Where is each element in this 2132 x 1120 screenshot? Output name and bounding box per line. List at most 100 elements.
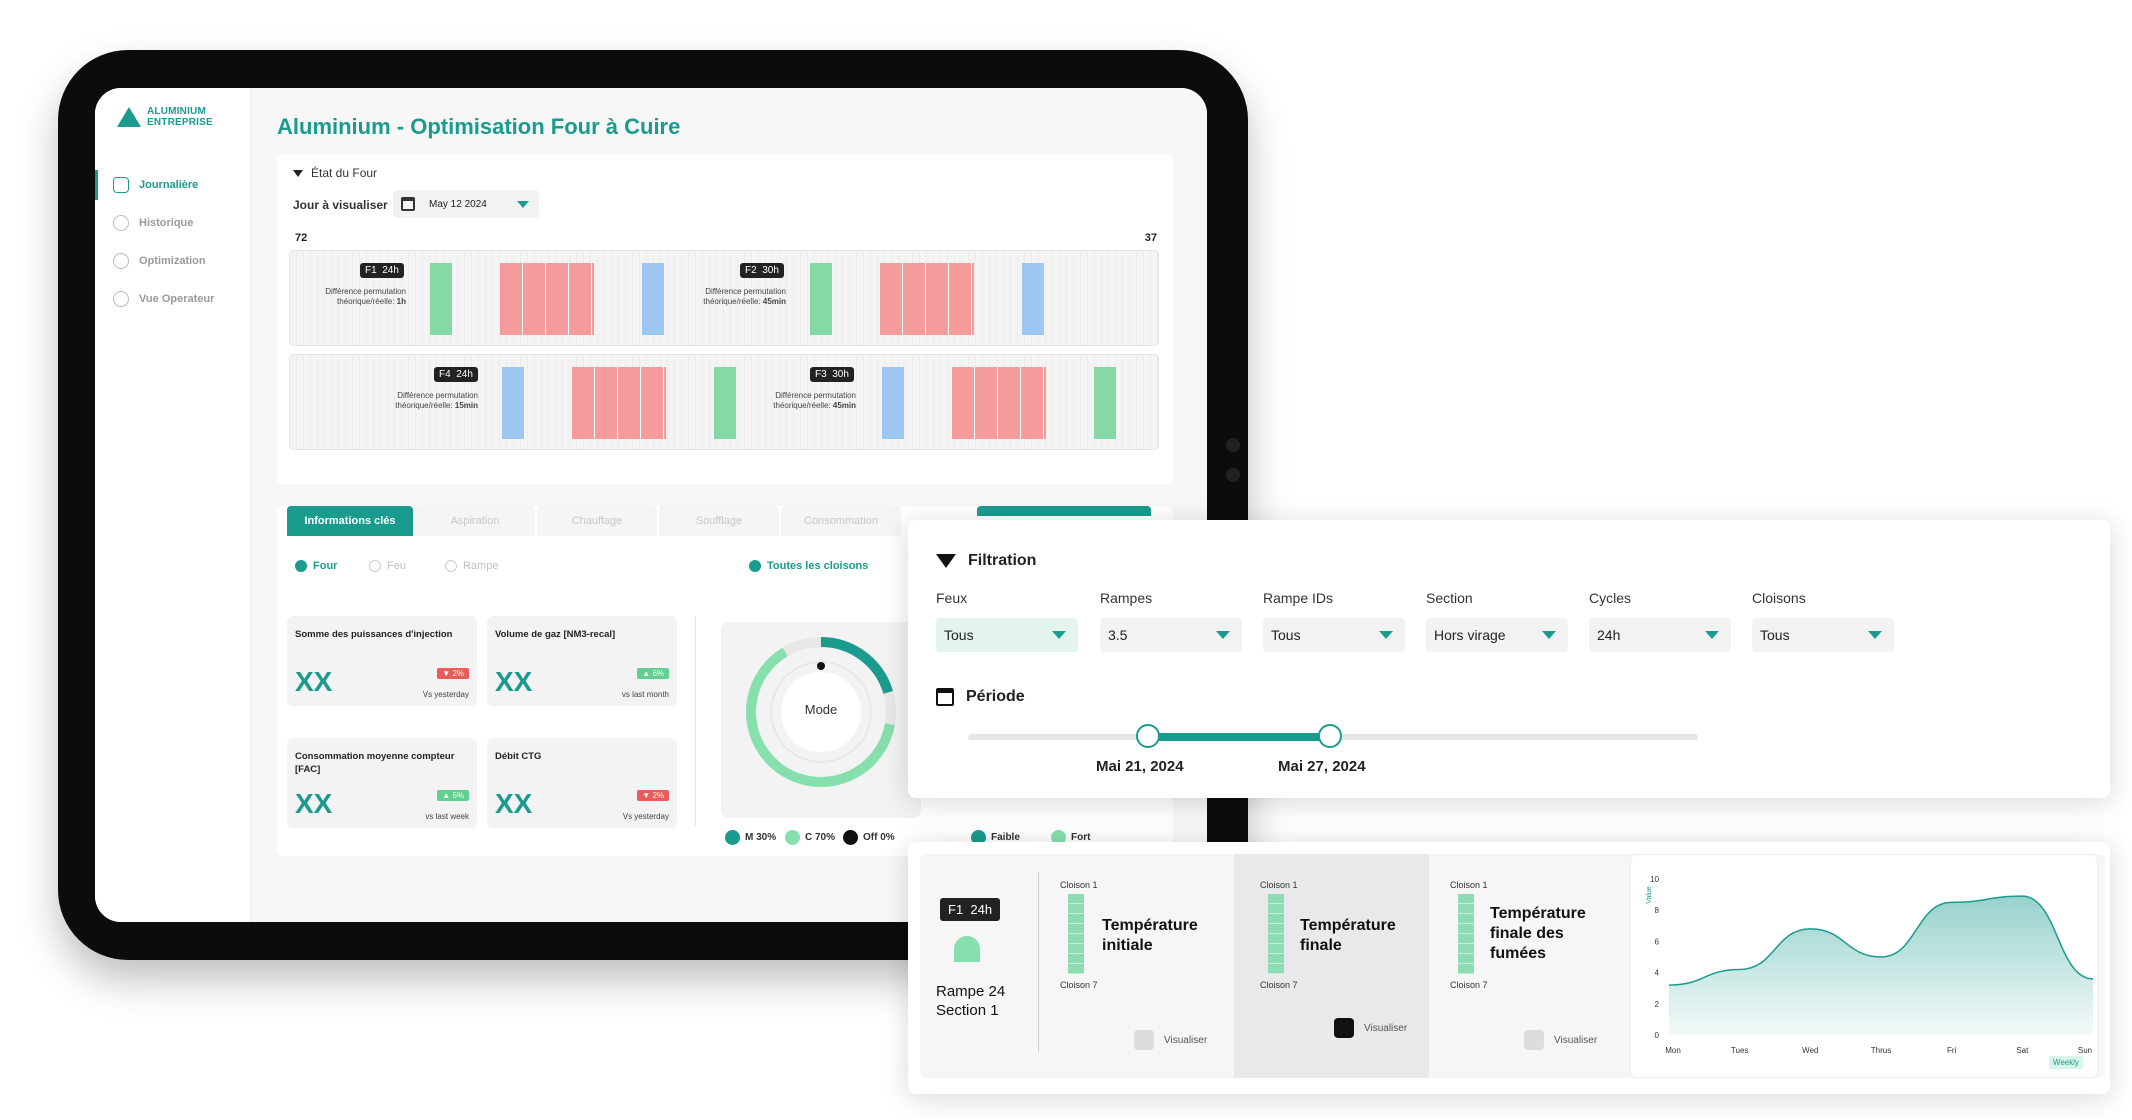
chart-area <box>1669 896 2093 1035</box>
logo[interactable]: ALUMINIUM ENTREPRISE <box>117 106 213 128</box>
kpi-card[interactable]: Volume de gaz [NM3-recal] XX ▲ 6% vs last m… <box>487 616 677 706</box>
heat-block[interactable] <box>572 367 666 439</box>
sidebar-item-journaliere[interactable]: Journalière <box>95 170 251 200</box>
gear-icon <box>113 253 129 269</box>
feux-select[interactable]: Tous <box>936 618 1078 652</box>
rampes-label: Rampes <box>1100 590 1153 606</box>
cloison-bar <box>1068 894 1084 974</box>
chevron-down-icon <box>1542 631 1556 639</box>
filtration-header: Filtration <box>936 552 1036 570</box>
rampe-section: Rampe 24 Section 1 <box>936 983 1006 1019</box>
sidebar-item-historique[interactable]: Historique <box>95 208 251 238</box>
date-picker[interactable]: May 12 2024 <box>393 190 539 218</box>
divider <box>695 616 696 826</box>
section-select[interactable]: Hors virage <box>1426 618 1568 652</box>
fire-badge[interactable]: F3 30h <box>810 367 854 382</box>
radio-toutes-cloisons[interactable]: Toutes les cloisons <box>749 560 868 572</box>
heat-block[interactable] <box>952 367 1046 439</box>
divider <box>1038 872 1039 1052</box>
radio-four[interactable]: Four <box>295 560 337 572</box>
legend-off: Off 0% <box>843 830 895 845</box>
y-tick-label: 8 <box>1655 906 1660 915</box>
fan-block[interactable] <box>810 263 832 335</box>
radio-rampe[interactable]: Rampe <box>445 560 498 572</box>
diff-text: Différence permutation théorique/réelle: … <box>325 287 406 306</box>
tab-indicator <box>977 506 1151 516</box>
diff-text: Différence permutation théorique/réelle: … <box>703 287 786 306</box>
sidebar-item-vue-operateur[interactable]: Vue Operateur <box>95 284 251 314</box>
section-label: Section <box>1426 590 1473 606</box>
tab-aspiration[interactable]: Aspiration <box>415 506 535 536</box>
cloison-col-2: Cloison 1 Température finale Cloison 7 V… <box>1234 854 1429 1078</box>
radio-feu[interactable]: Feu <box>369 560 406 572</box>
chart-icon <box>1524 1030 1544 1050</box>
kpi-card[interactable]: Consommation moyenne compteur [FAC] XX ▲ 5… <box>287 738 477 828</box>
legend-c: C 70% <box>785 830 835 845</box>
visualiser-button[interactable]: Visualiser <box>1134 1030 1207 1050</box>
sidebar-item-label: Historique <box>139 217 194 229</box>
day-label: Jour à visualiser <box>293 198 388 212</box>
tab-soufflage[interactable]: Soufflage <box>659 506 779 536</box>
fire-badge: F1 24h <box>940 898 1001 921</box>
x-tick-label: Wed <box>1802 1046 1818 1055</box>
cycles-select[interactable]: 24h <box>1589 618 1731 652</box>
x-tick-label: Mon <box>1665 1046 1681 1055</box>
section-title: État du Four <box>311 166 378 180</box>
cloison-col-1: Cloison 1 Température initiale Cloison 7… <box>1048 856 1243 1076</box>
legend-m: M 30% <box>725 830 776 845</box>
chevron-down-icon <box>1216 631 1230 639</box>
tab-consommation[interactable]: Consommation <box>781 506 901 536</box>
chevron-down-icon <box>1379 631 1393 639</box>
fan-block[interactable] <box>714 367 736 439</box>
mode-card: Mode <box>721 622 921 818</box>
x-tick-label: Fri <box>1947 1046 1957 1055</box>
visualiser-button[interactable]: Visualiser <box>1524 1030 1597 1050</box>
strip-left-number: 72 <box>295 232 308 244</box>
chevron-down-icon <box>517 201 529 208</box>
weekly-badge[interactable]: Weekly <box>2048 1056 2083 1069</box>
logo-triangle-icon <box>117 107 141 127</box>
kpi-card[interactable]: Débit CTG XX ▼ 2% Vs yesterday <box>487 738 677 828</box>
four-section-toggle[interactable]: État du Four <box>293 166 377 180</box>
cloisons-select[interactable]: Tous <box>1752 618 1894 652</box>
slider-handle-end[interactable] <box>1318 724 1342 748</box>
tab-informations-cles[interactable]: Informations clés <box>287 506 413 536</box>
cool-block[interactable] <box>642 263 664 335</box>
cool-block[interactable] <box>882 367 904 439</box>
cool-block[interactable] <box>502 367 524 439</box>
calendar-icon <box>113 177 129 193</box>
slider-handle-start[interactable] <box>1136 724 1160 748</box>
mode-donut <box>746 637 896 787</box>
periode-header: Période <box>936 688 1025 706</box>
camera-dot <box>1226 468 1240 482</box>
tab-chauffage[interactable]: Chauffage <box>537 506 657 536</box>
fan-block[interactable] <box>1094 367 1116 439</box>
y-tick-label: 6 <box>1655 937 1660 946</box>
chevron-down-icon <box>1052 631 1066 639</box>
fan-block[interactable] <box>430 263 452 335</box>
heat-block[interactable] <box>880 263 974 335</box>
cloison-col-3: Cloison 1 Température finale des fumées … <box>1436 856 1631 1076</box>
rampes-select[interactable]: 3.5 <box>1100 618 1242 652</box>
date-value: May 12 2024 <box>429 198 487 210</box>
chart-icon <box>1334 1018 1354 1038</box>
fire-badge[interactable]: F4 24h <box>434 367 478 382</box>
x-tick-label: Tues <box>1731 1046 1749 1055</box>
logo-line1: ALUMINIUM <box>147 106 207 117</box>
x-tick-label: Sat <box>2016 1046 2029 1055</box>
cool-block[interactable] <box>1022 263 1044 335</box>
detail-panel: F1 24h Rampe 24 Section 1 Cloison 1 Tempé… <box>908 842 2110 1094</box>
fire-badge[interactable]: F2 30h <box>740 263 784 278</box>
kpi-card[interactable]: Somme des puissances d'injection XX ▼ 2% Vs… <box>287 616 477 706</box>
fire-badge[interactable]: F1 24h <box>360 263 404 278</box>
sunrise-icon <box>954 936 980 962</box>
cycles-label: Cycles <box>1589 590 1632 606</box>
visualiser-button[interactable]: Visualiser <box>1334 1018 1407 1038</box>
legend-faible: Faible <box>971 830 1020 845</box>
rampe-ids-select[interactable]: Tous <box>1263 618 1405 652</box>
legend-fort: Fort <box>1051 830 1090 845</box>
cloisons-label: Cloisons <box>1752 590 1806 606</box>
diff-text: Différence permutation théorique/réelle: … <box>395 391 478 410</box>
heat-block[interactable] <box>500 263 594 335</box>
sidebar-item-optimization[interactable]: Optimization <box>95 246 251 276</box>
